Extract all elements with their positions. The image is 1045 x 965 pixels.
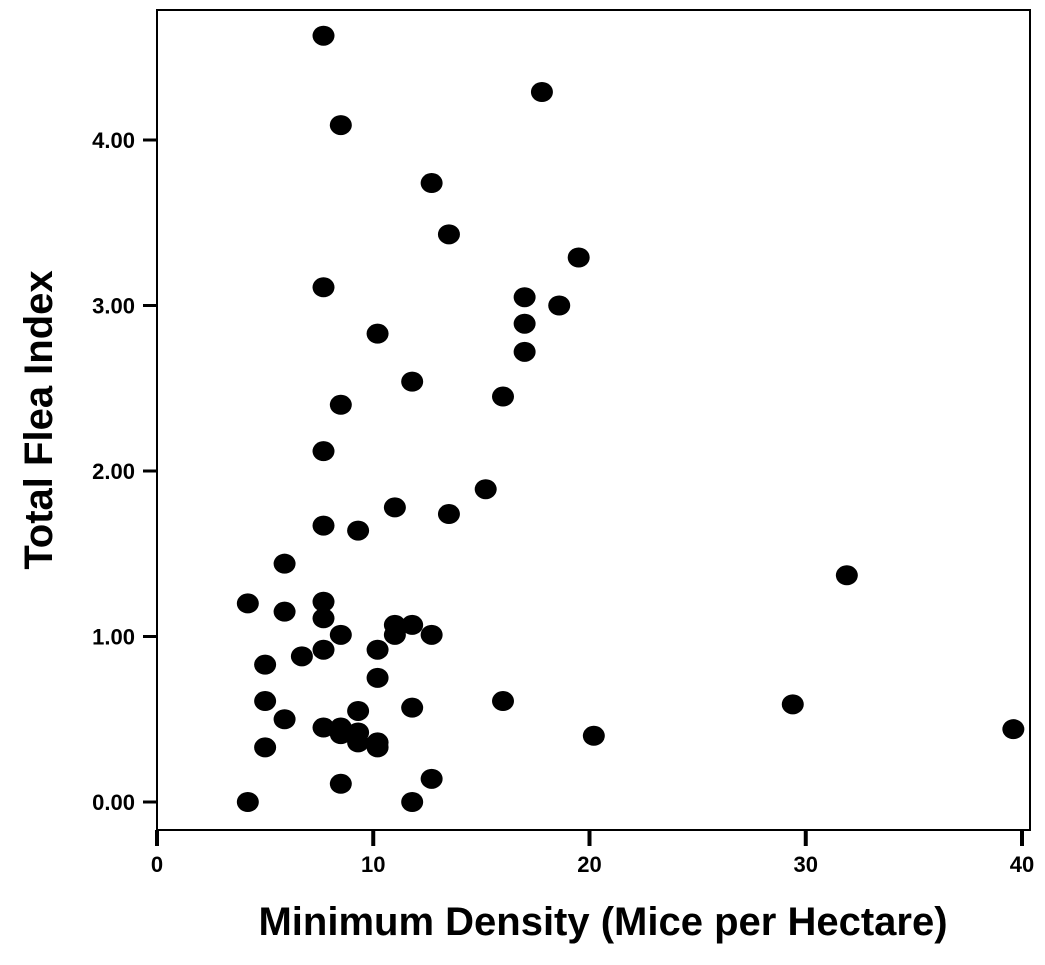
- data-point: [329, 624, 352, 645]
- data-point: [835, 565, 858, 586]
- data-point: [273, 709, 296, 730]
- data-point: [548, 295, 571, 316]
- data-point: [582, 725, 605, 746]
- plot-frame: [156, 9, 1031, 831]
- data-point: [366, 737, 389, 758]
- y-tick-label: 4.00: [92, 128, 135, 153]
- y-tick-label: 2.00: [92, 459, 135, 484]
- data-point: [420, 173, 443, 194]
- data-point: [312, 717, 335, 738]
- data-point: [347, 732, 370, 753]
- data-point: [347, 700, 370, 721]
- x-axis: 0 10 20 30 40: [151, 830, 1034, 877]
- data-point: [312, 515, 335, 536]
- data-point: [312, 441, 335, 462]
- data-point: [383, 497, 406, 518]
- data-point: [254, 654, 277, 675]
- data-point: [329, 115, 352, 136]
- data-point: [513, 341, 536, 362]
- data-point: [312, 277, 335, 298]
- data-point: [254, 737, 277, 758]
- data-point: [492, 691, 514, 712]
- x-tick-label: 40: [1010, 852, 1034, 877]
- data-point: [236, 792, 259, 812]
- x-axis-title: Minimum Density (Mice per Hectare): [258, 900, 947, 944]
- data-point: [492, 386, 514, 407]
- data-point: [312, 639, 335, 660]
- data-point: [401, 371, 424, 392]
- data-points: [236, 25, 1025, 812]
- data-point: [437, 224, 460, 245]
- data-point: [1002, 719, 1025, 740]
- x-tick-label: 20: [577, 852, 601, 877]
- y-axis: 0.00 1.00 2.00 3.00 4.00: [92, 128, 157, 815]
- data-point: [347, 520, 370, 541]
- plot-border: [156, 9, 1031, 831]
- data-point: [420, 624, 443, 645]
- data-point: [401, 697, 424, 718]
- data-point: [420, 768, 443, 789]
- data-point: [437, 504, 460, 525]
- data-point: [366, 323, 389, 344]
- data-point: [312, 591, 335, 612]
- y-tick-label: 0.00: [92, 790, 135, 815]
- data-point: [312, 25, 335, 46]
- x-tick-label: 0: [151, 852, 163, 877]
- data-point: [513, 313, 536, 334]
- data-point: [290, 646, 313, 667]
- data-point: [401, 614, 424, 635]
- x-tick-label: 10: [361, 852, 385, 877]
- data-point: [366, 667, 389, 688]
- data-point: [329, 773, 352, 794]
- y-tick-label: 3.00: [92, 294, 135, 319]
- data-point: [254, 691, 277, 712]
- x-tick-label: 30: [794, 852, 818, 877]
- data-point: [383, 624, 406, 645]
- data-point: [273, 553, 296, 574]
- data-point: [236, 593, 259, 614]
- data-point: [329, 394, 352, 415]
- data-point: [401, 792, 424, 812]
- data-point: [513, 287, 536, 308]
- data-point: [273, 601, 296, 622]
- data-point: [781, 694, 804, 715]
- data-point: [312, 608, 335, 629]
- data-point: [474, 479, 497, 500]
- data-point: [329, 724, 352, 745]
- data-point: [530, 82, 553, 103]
- data-point: [366, 639, 389, 660]
- y-axis-title: Total Flea Index: [17, 270, 61, 569]
- y-tick-label: 1.00: [92, 625, 135, 650]
- data-point: [567, 247, 590, 268]
